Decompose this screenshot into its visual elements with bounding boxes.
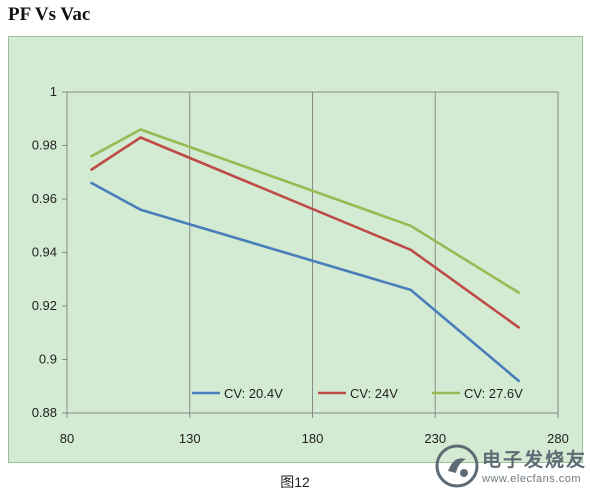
series-lines [90, 128, 521, 383]
y-tick-label: 0.9 [39, 352, 57, 367]
legend: CV: 20.4V CV: 24V CV: 27.6V [192, 386, 523, 401]
y-tick-label: 0.92 [32, 298, 57, 313]
watermark-url: www.elecfans.com [482, 473, 582, 485]
x-tick-label: 180 [302, 431, 324, 446]
grid [67, 92, 559, 413]
figure-caption: 图12 [280, 474, 310, 490]
legend-label-2: CV: 24V [350, 386, 398, 401]
series-line-1 [90, 181, 521, 383]
watermark-name: 电子发烧友 [482, 449, 588, 471]
watermark-logo: 电子发烧友 www.elecfans.com [432, 437, 585, 495]
y-tick-label: 0.96 [32, 191, 57, 206]
logo-icon [435, 444, 479, 488]
y-tick-label: 0.88 [32, 405, 57, 420]
x-tick-label: 280 [547, 431, 569, 446]
series-line-3 [90, 128, 521, 294]
legend-label-3: CV: 27.6V [464, 386, 523, 401]
series-line-2 [90, 136, 521, 329]
chart-title: PF Vs Vac [8, 4, 91, 25]
x-tick-label: 130 [179, 431, 201, 446]
x-tick-label: 230 [424, 431, 446, 446]
y-tick-label: 0.94 [32, 245, 57, 260]
x-tick-label: 80 [60, 431, 74, 446]
y-tick-label: 1 [50, 84, 57, 99]
y-tick-label: 0.98 [32, 138, 57, 153]
legend-label-1: CV: 20.4V [224, 386, 283, 401]
